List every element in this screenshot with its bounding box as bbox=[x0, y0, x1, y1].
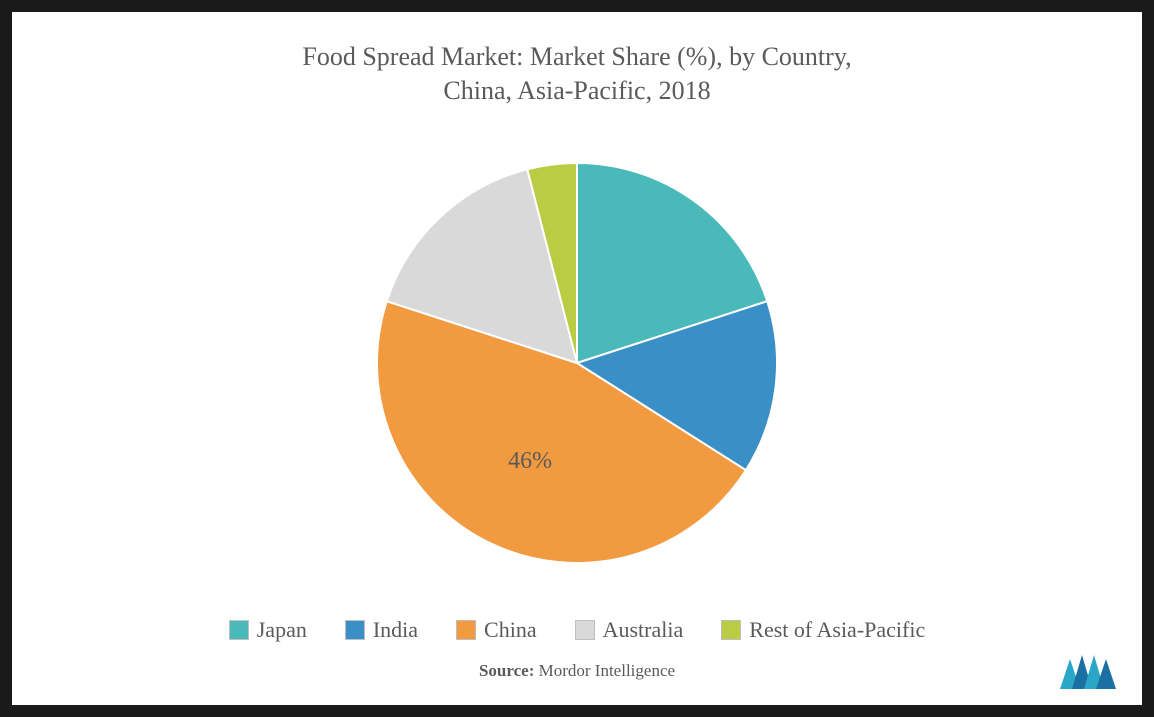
title-line-1: Food Spread Market: Market Share (%), by… bbox=[302, 42, 851, 71]
legend-swatch bbox=[456, 620, 476, 640]
source-prefix: Source: bbox=[479, 661, 534, 680]
pie-chart: 46% bbox=[367, 153, 787, 573]
legend-item-china: China bbox=[456, 617, 537, 643]
legend-label: India bbox=[373, 617, 418, 643]
legend-item-india: India bbox=[345, 617, 418, 643]
legend: Japan India China Australia Rest of Asia-Pac… bbox=[52, 617, 1102, 643]
chart-area: 46% bbox=[52, 118, 1102, 609]
chart-title: Food Spread Market: Market Share (%), by… bbox=[52, 40, 1102, 108]
source-text: Mordor Intelligence bbox=[539, 661, 675, 680]
outer-frame: Food Spread Market: Market Share (%), by… bbox=[0, 0, 1154, 717]
mordor-logo-icon bbox=[1058, 651, 1118, 691]
legend-swatch bbox=[229, 620, 249, 640]
source-line: Source: Mordor Intelligence bbox=[52, 661, 1102, 685]
legend-label: Japan bbox=[257, 617, 307, 643]
pie-slice-label: 46% bbox=[508, 448, 552, 474]
legend-swatch bbox=[345, 620, 365, 640]
legend-item-japan: Japan bbox=[229, 617, 307, 643]
title-line-2: China, Asia-Pacific, 2018 bbox=[443, 76, 710, 105]
legend-item-australia: Australia bbox=[575, 617, 684, 643]
pie-svg: 46% bbox=[367, 153, 787, 573]
legend-label: Australia bbox=[603, 617, 684, 643]
chart-card: Food Spread Market: Market Share (%), by… bbox=[12, 12, 1142, 705]
legend-swatch bbox=[721, 620, 741, 640]
legend-item-rest-of-asia-pacific: Rest of Asia-Pacific bbox=[721, 617, 925, 643]
legend-label: China bbox=[484, 617, 537, 643]
legend-label: Rest of Asia-Pacific bbox=[749, 617, 925, 643]
legend-swatch bbox=[575, 620, 595, 640]
